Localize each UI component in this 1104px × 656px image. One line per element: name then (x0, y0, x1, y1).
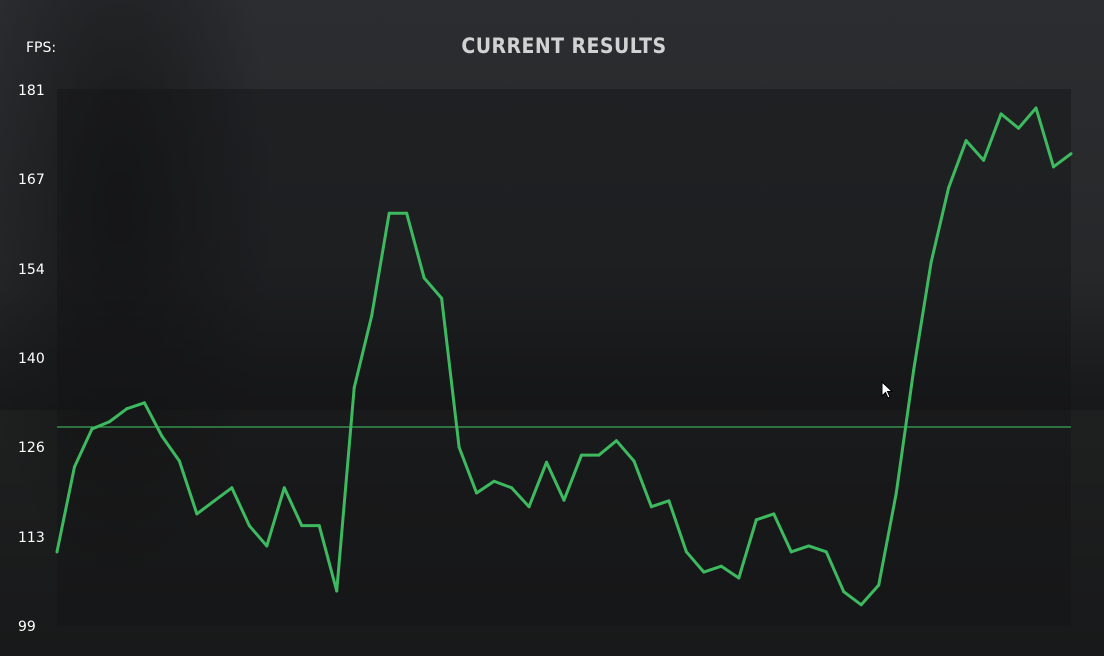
data-point (929, 260, 933, 264)
data-point (440, 296, 444, 300)
data-point (142, 401, 146, 405)
data-point (597, 453, 601, 457)
data-point (632, 459, 636, 463)
data-point (90, 427, 94, 431)
data-point (1052, 165, 1056, 169)
data-point (492, 479, 496, 483)
data-point (824, 550, 828, 554)
data-point (422, 276, 426, 280)
data-point (300, 524, 304, 528)
data-point (772, 512, 776, 516)
data-point (370, 314, 374, 318)
data-point (702, 570, 706, 574)
data-point (475, 491, 479, 495)
data-point (579, 453, 583, 457)
data-point (684, 550, 688, 554)
data-point (317, 524, 321, 528)
data-point (964, 139, 968, 143)
data-point (160, 434, 164, 438)
data-point (265, 544, 269, 548)
data-point (737, 576, 741, 580)
y-tick-label: 167 (18, 172, 45, 189)
data-point (719, 564, 723, 568)
data-point (352, 386, 356, 390)
data-point (877, 583, 881, 587)
data-point (1017, 126, 1021, 130)
y-tick-label: 154 (18, 261, 45, 278)
fps-series-line (55, 106, 1072, 607)
data-point (912, 368, 916, 372)
data-point (125, 407, 129, 411)
data-point (789, 550, 793, 554)
data-point (894, 492, 898, 496)
data-point (649, 505, 653, 509)
data-point (754, 518, 758, 522)
data-point (335, 589, 339, 593)
plot-area (57, 89, 1071, 626)
mouse-cursor-icon (881, 381, 894, 399)
data-point (807, 544, 811, 548)
data-point (562, 498, 566, 502)
data-point (195, 512, 199, 516)
data-point (72, 465, 76, 469)
data-point (1034, 106, 1038, 110)
y-axis-label: FPS: (26, 40, 57, 56)
y-tick-label: 181 (18, 83, 45, 99)
data-point (527, 505, 531, 509)
data-point (107, 420, 111, 424)
data-point (842, 590, 846, 594)
data-point (859, 603, 863, 607)
data-point (510, 486, 514, 490)
y-tick-label: 113 (18, 529, 45, 546)
data-point (545, 460, 549, 464)
background-landscape (0, 290, 1104, 410)
y-tick-label: 99 (18, 619, 36, 635)
data-point (999, 112, 1003, 116)
data-point (457, 445, 461, 449)
y-tick-label: 126 (18, 440, 45, 457)
data-point (282, 486, 286, 490)
data-point (230, 486, 234, 490)
data-point (177, 459, 181, 463)
data-point (405, 211, 409, 215)
data-point (614, 439, 618, 443)
data-point (667, 499, 671, 503)
data-point (1069, 152, 1073, 156)
data-point (212, 499, 216, 503)
data-point (247, 524, 251, 528)
data-point (55, 550, 59, 554)
data-point (387, 211, 391, 215)
y-tick-label: 140 (18, 351, 45, 367)
data-point (982, 158, 986, 162)
page-title: CURRENT RESULTS (461, 34, 667, 58)
data-point (947, 186, 951, 190)
